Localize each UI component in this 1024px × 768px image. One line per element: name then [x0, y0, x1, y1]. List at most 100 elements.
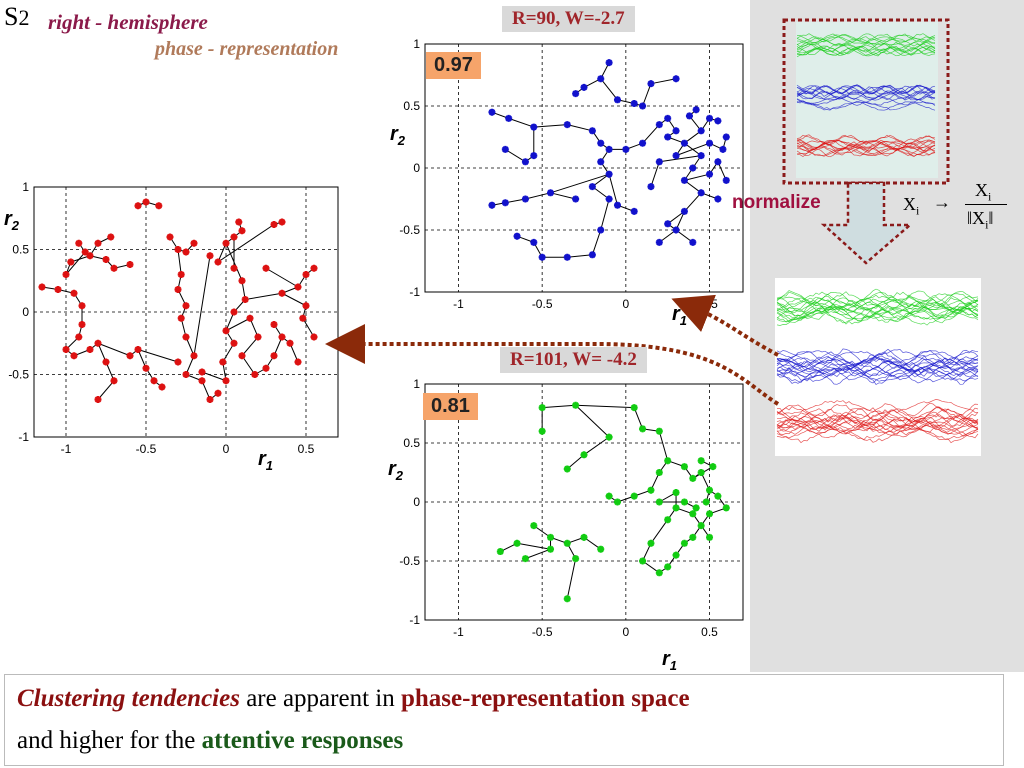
data-point	[664, 220, 672, 228]
data-point	[62, 271, 70, 278]
data-point	[697, 127, 705, 135]
tree-edge	[642, 124, 660, 144]
data-point	[299, 314, 307, 322]
data-point	[222, 377, 230, 385]
waveform-trace	[796, 145, 936, 156]
data-point	[310, 264, 318, 272]
waveform-trace	[796, 45, 936, 56]
data-point	[664, 516, 672, 524]
formula-lhs: Xi	[903, 194, 919, 219]
y-tick-label: 0.5	[403, 99, 420, 113]
tree-edge	[97, 343, 107, 363]
waveform-trace	[776, 415, 979, 432]
data-point	[174, 286, 182, 293]
data-point	[706, 533, 714, 541]
data-point	[605, 433, 613, 441]
data-point	[214, 258, 222, 266]
bottom-rw-label: R=101, W= -4.2	[500, 347, 647, 373]
waveform-trace	[796, 44, 936, 55]
data-point	[182, 371, 190, 378]
data-point	[655, 469, 663, 476]
data-point	[672, 226, 680, 234]
y-axis-label-sub: 2	[397, 133, 406, 148]
x-axis-label: r1	[672, 303, 687, 328]
waveform-trace	[776, 291, 979, 308]
waveform-trace	[776, 351, 979, 368]
data-point	[238, 277, 246, 285]
data-point	[521, 158, 529, 166]
tree-edge	[105, 361, 115, 381]
data-point	[605, 492, 613, 500]
x-tick-label: -1	[61, 442, 72, 456]
formula-den: ‖Xi‖	[967, 208, 993, 233]
data-point	[538, 253, 546, 261]
tree-edge	[249, 318, 259, 338]
tree-edge	[575, 404, 610, 438]
tree-edge	[177, 249, 182, 275]
data-point	[94, 239, 102, 247]
formula-num-sub: i	[988, 189, 992, 204]
data-point	[655, 569, 663, 577]
data-point	[672, 504, 680, 512]
data-point	[630, 207, 638, 215]
y-tick-label: -0.5	[8, 368, 29, 382]
data-point	[262, 364, 270, 372]
data-point	[672, 152, 680, 160]
caption-line-2: and higher for the attentive responses	[17, 727, 403, 755]
data-point	[206, 252, 214, 260]
tree-edge	[273, 336, 283, 356]
data-point	[278, 218, 286, 226]
formula-fraction-bar	[965, 204, 1007, 205]
slide-label-sub: 2	[18, 5, 30, 30]
left-red-chart: -1 -0.5 0 0.5 1 0.5 0 -0.5 -1 r1 r2	[4, 180, 339, 473]
data-point	[639, 139, 647, 147]
data-point	[107, 233, 115, 241]
tree-edge	[217, 224, 275, 263]
data-point	[597, 545, 605, 553]
tree-edge	[289, 343, 299, 363]
tree-edge	[717, 161, 727, 181]
data-point	[580, 533, 588, 541]
x-tick-label: -0.5	[136, 442, 157, 456]
subtitle: phase - representation	[155, 38, 339, 60]
y-tick-label: -1	[409, 285, 420, 299]
data-point	[563, 121, 571, 129]
normalize-down-arrow	[820, 181, 914, 265]
waveform-trace	[776, 416, 979, 433]
y-tick-label: 1	[413, 377, 420, 391]
data-point	[702, 498, 710, 506]
data-point	[692, 106, 700, 114]
data-point	[685, 112, 693, 120]
waveform-top-panel	[782, 18, 950, 185]
data-point	[697, 457, 705, 465]
data-point	[722, 133, 730, 141]
data-point	[597, 226, 605, 234]
data-point	[530, 238, 538, 246]
data-point	[672, 75, 680, 83]
data-point	[174, 358, 182, 366]
waveform-trace	[776, 302, 979, 319]
data-point	[521, 195, 529, 203]
waveform-trace	[776, 362, 979, 378]
data-point	[81, 248, 89, 256]
bottom-score: 0.81	[423, 393, 478, 420]
x-tick-label: 0	[223, 442, 230, 456]
data-point	[86, 346, 94, 353]
tree-edge	[575, 404, 635, 409]
x-tick-label: 0.5	[701, 297, 718, 311]
caption-line-1: Clustering tendencies are apparent in ph…	[17, 685, 690, 713]
data-point	[310, 333, 318, 341]
x-axis-label-sub: 1	[670, 658, 677, 673]
tree-edge	[600, 198, 610, 231]
tree-edge	[591, 229, 602, 255]
data-point	[563, 465, 571, 473]
data-point	[182, 248, 190, 256]
bottom-green-chart: -1 -0.5 0 0.5 1 0.5 0 -0.5 -1 r1 r2	[388, 377, 744, 673]
waveform-trace	[796, 90, 936, 100]
data-point	[709, 463, 717, 471]
data-point	[664, 457, 672, 465]
waveform-trace	[776, 355, 979, 372]
data-point	[563, 253, 571, 261]
data-point	[697, 469, 705, 476]
waveform-trace	[796, 134, 936, 145]
